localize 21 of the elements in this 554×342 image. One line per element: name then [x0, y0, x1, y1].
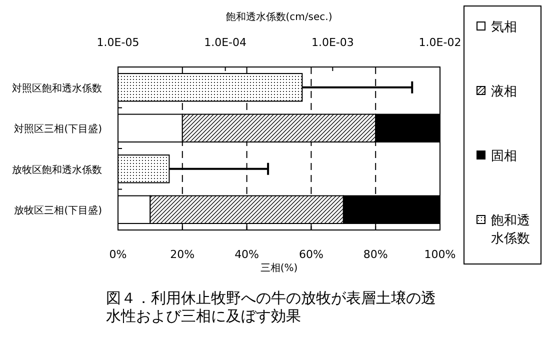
y-tick-label: 対照区三相(下目盛) — [14, 123, 102, 136]
x-tick-label: 100% — [424, 248, 456, 261]
legend-label: 固相 — [491, 149, 517, 164]
legend-label: 飽和透水係数 — [491, 214, 530, 246]
x-tick-label: 40% — [234, 248, 260, 261]
text: 図４．利用休止牧野への牛の放牧が表層土壌の透水性および三相に及ぼす効果 — [106, 289, 436, 325]
x2-tick-label: 1.0E-02 — [418, 36, 462, 49]
x2-tick-label: 1.0E-03 — [311, 36, 354, 49]
y-tick-label: 対照区飽和透水係数 — [12, 82, 102, 94]
x-tick-label: 20% — [170, 248, 195, 261]
y-tick-label: 放牧区三相(下目盛) — [14, 204, 102, 217]
x2-tick-label: 1.0E-04 — [204, 36, 247, 49]
legend-label: 液相 — [491, 84, 517, 100]
x-tick-label: 60% — [298, 248, 324, 261]
x-tick-label: 80% — [363, 248, 388, 261]
x-tick-label: 0% — [109, 248, 127, 261]
x-axis-title: 三相(%) — [260, 262, 298, 274]
x2-tick-label: 1.0E-05 — [96, 36, 140, 49]
legend-label: 気相 — [491, 20, 517, 35]
y-tick-label: 放牧区飽和透水係数 — [12, 164, 102, 176]
x2-axis-title: 飽和透水係数(cm/sec.) — [226, 11, 332, 23]
